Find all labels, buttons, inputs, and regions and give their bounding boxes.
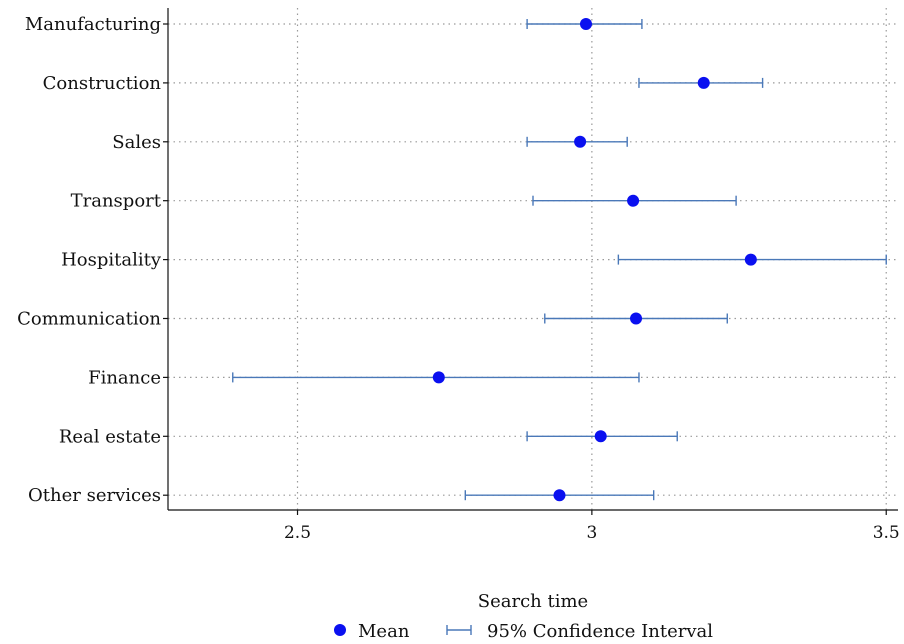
- x-tick-label: 3: [586, 523, 597, 543]
- category-label: Hospitality: [61, 250, 162, 271]
- category-labels: Manufacturing Construction Sales Transport H…: [17, 14, 162, 506]
- axes: [163, 8, 898, 515]
- mean-point: [432, 371, 445, 384]
- legend-mean-label: Mean: [358, 621, 410, 642]
- category-label: Construction: [43, 73, 162, 94]
- category-label: Finance: [88, 367, 161, 388]
- mean-point: [630, 312, 643, 325]
- mean-point: [553, 489, 566, 502]
- x-axis-title: Search time: [478, 591, 588, 612]
- mean-points: [432, 18, 757, 502]
- x-tick-label: 2.5: [284, 523, 311, 543]
- category-label: Communication: [17, 309, 161, 330]
- legend-ci-marker: [446, 625, 472, 635]
- category-label: Manufacturing: [25, 14, 161, 35]
- category-label: Other services: [28, 485, 161, 506]
- x-tick-labels: 2.5 3 3.5: [284, 523, 900, 543]
- legend-mean-marker: [334, 624, 346, 636]
- mean-point: [594, 430, 607, 443]
- mean-point: [574, 135, 587, 148]
- category-label: Sales: [112, 132, 161, 153]
- legend: Mean 95% Confidence Interval: [334, 621, 713, 642]
- x-tick-label: 3.5: [873, 523, 900, 543]
- mean-point: [627, 194, 640, 207]
- mean-point: [697, 76, 710, 89]
- mean-point: [579, 18, 592, 30]
- mean-point: [744, 253, 757, 266]
- category-label: Real estate: [59, 426, 161, 447]
- legend-ci-label: 95% Confidence Interval: [487, 621, 713, 642]
- category-label: Transport: [71, 191, 162, 212]
